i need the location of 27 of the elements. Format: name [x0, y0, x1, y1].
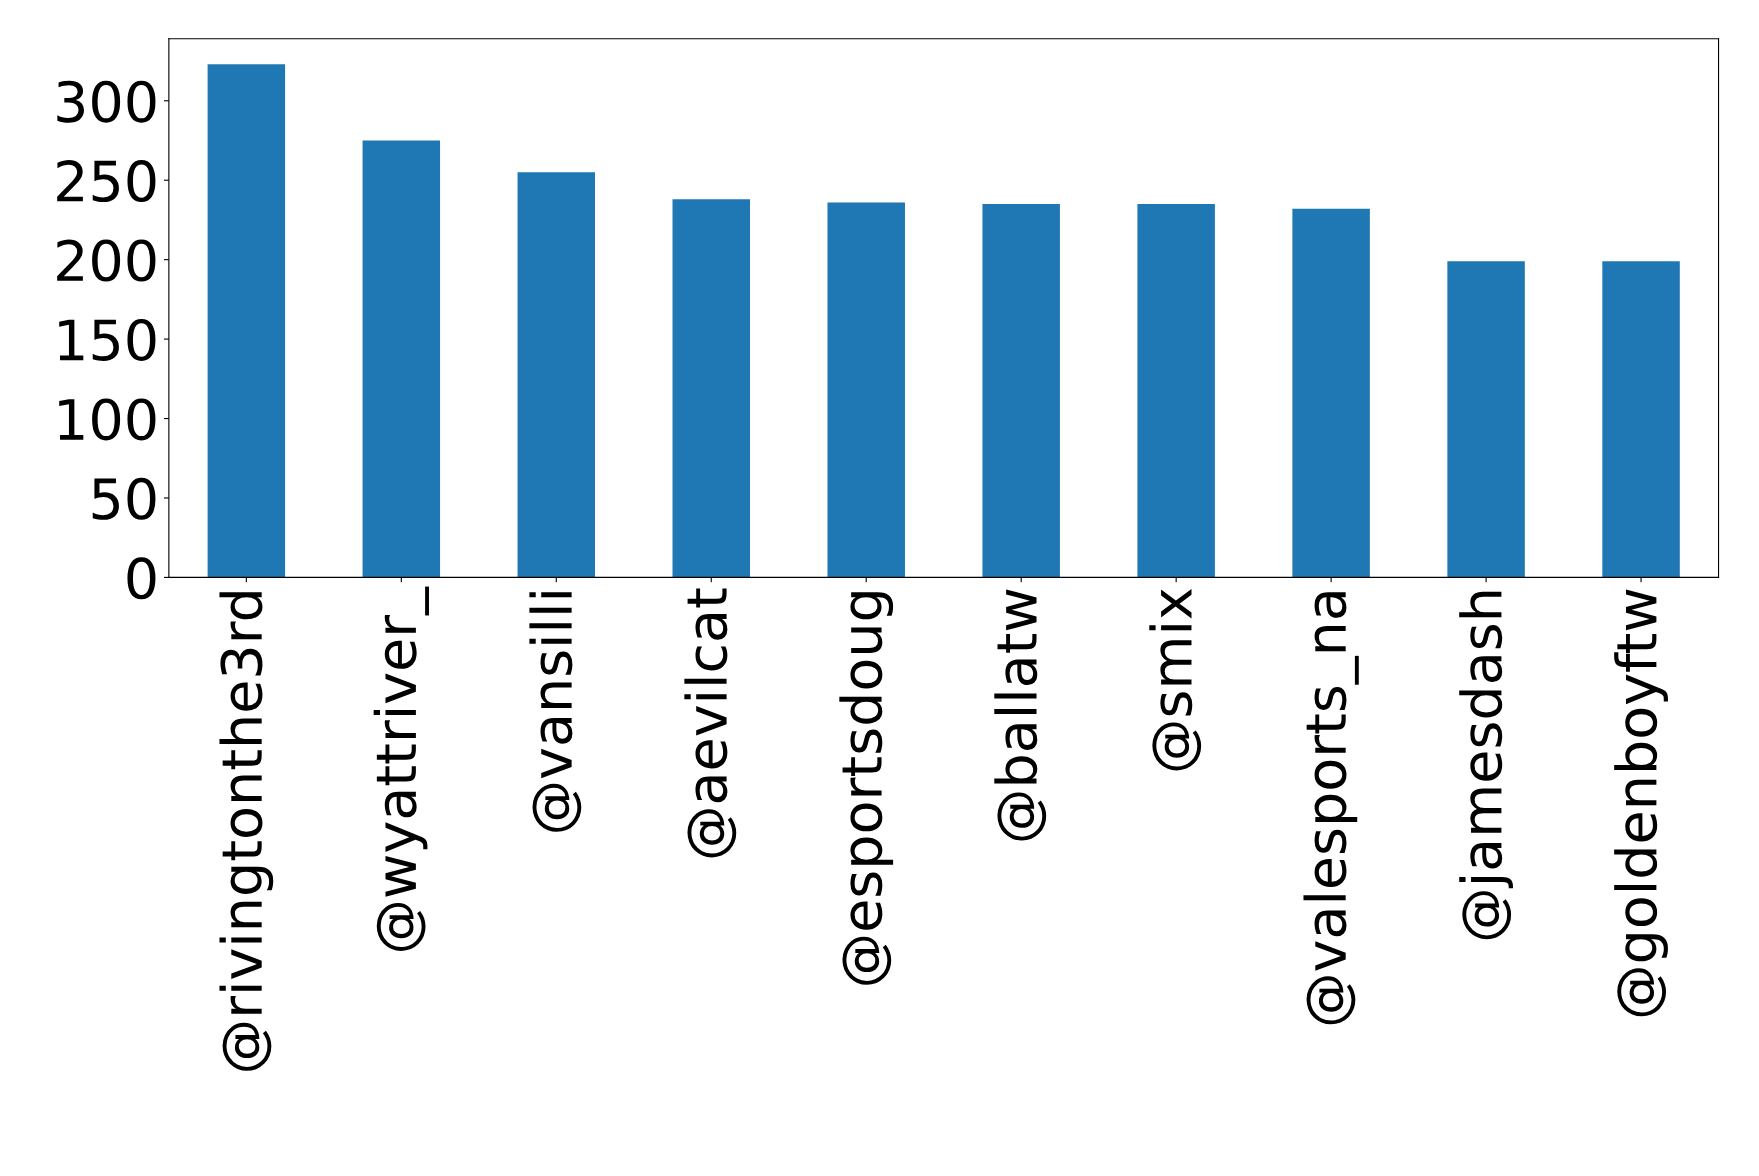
x-tick-label: @smix: [1149, 588, 1202, 771]
bar: [362, 140, 441, 578]
x-tick-label: @esportsdoug: [839, 592, 894, 985]
bar: [207, 64, 286, 578]
y-tick-label: 150: [59, 318, 156, 361]
bar: [517, 172, 596, 578]
x-tick-label: @rivingtonthe3rd: [219, 592, 274, 1071]
bar: [1137, 204, 1215, 578]
bar: [672, 199, 750, 578]
bar: [982, 204, 1060, 578]
y-tick-label: 50: [92, 477, 156, 520]
y-tick-label: 300: [57, 80, 156, 123]
x-tick-label: @vansilli: [529, 592, 582, 832]
x-tick-label: @jamesdash: [1459, 591, 1513, 940]
x-tick-label: @wyattriver_: [373, 586, 429, 951]
x-tick-label: @ballatw: [994, 589, 1047, 841]
y-tick-label: 200: [57, 239, 156, 282]
bar: [1602, 261, 1680, 578]
y-tick-label: 0: [127, 557, 156, 600]
bar: [1292, 208, 1370, 578]
y-tick-label: 250: [57, 160, 156, 203]
x-tick-label: @goldenboyftw: [1614, 589, 1668, 1017]
bar: [1447, 261, 1525, 578]
bar: [827, 202, 905, 578]
x-tick-label: @valesports_na: [1303, 592, 1359, 1025]
y-tick-label: 100: [59, 398, 156, 441]
x-tick-label: @aevilcat: [684, 588, 737, 858]
